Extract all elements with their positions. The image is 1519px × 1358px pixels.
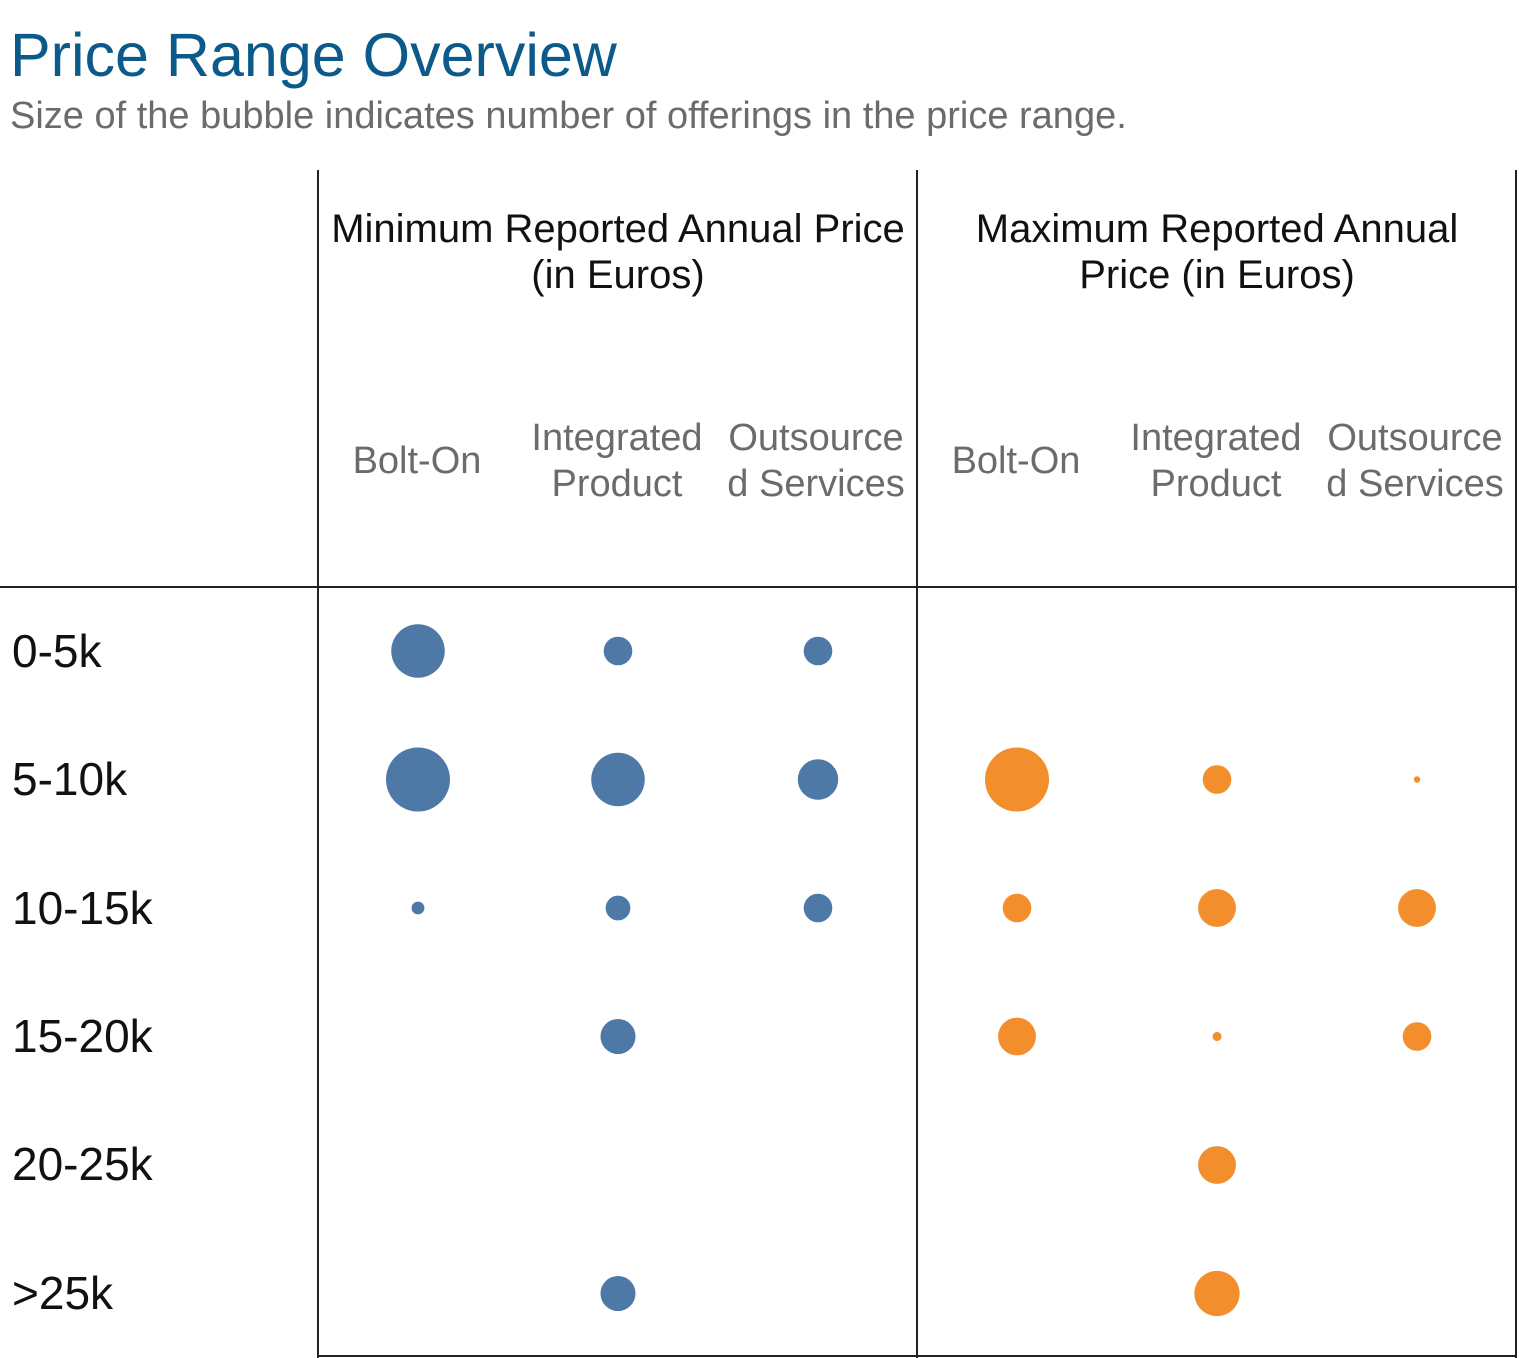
row-label: 0-5k bbox=[12, 625, 102, 677]
column-header-min-outsourced-services: Outsource d Services bbox=[717, 415, 915, 507]
group-header-line: Maximum Reported Annual bbox=[975, 207, 1459, 251]
bubble-max-col2-row2 bbox=[1398, 889, 1436, 927]
grid-line-left bbox=[317, 170, 319, 1358]
bubble-min-col1-row5 bbox=[600, 1275, 636, 1312]
bubble-min-col2-row2 bbox=[803, 893, 833, 923]
group-header-maximum: Maximum Reported Annual Price (in Euros) bbox=[919, 206, 1515, 298]
row-label: 15-20k bbox=[12, 1010, 153, 1062]
row-label: >25k bbox=[12, 1267, 114, 1319]
group-header-line: (in Euros) bbox=[531, 253, 705, 297]
bubble-max-col1-row3 bbox=[1212, 1031, 1222, 1042]
column-header-min-bolt-on: Bolt-On bbox=[318, 415, 516, 507]
column-header-line: d Services bbox=[727, 463, 905, 505]
column-header-line: Bolt-On bbox=[951, 440, 1081, 482]
bubble-min-col1-row1 bbox=[591, 752, 645, 807]
bubble-min-col0-row1 bbox=[386, 747, 450, 812]
bubble-max-col0-row3 bbox=[998, 1017, 1036, 1056]
row-label: 20-25k bbox=[12, 1138, 153, 1190]
group-header-line: Minimum Reported Annual Price bbox=[331, 207, 905, 251]
column-header-line: Outsource bbox=[728, 417, 904, 459]
column-header-line: Product bbox=[1150, 463, 1282, 505]
group-header-minimum: Minimum Reported Annual Price (in Euros) bbox=[320, 206, 916, 298]
bubble-max-col2-row3 bbox=[1402, 1022, 1432, 1051]
chart-subtitle: Size of the bubble indicates number of o… bbox=[10, 95, 1127, 137]
bubble-min-col0-row0 bbox=[391, 624, 445, 678]
column-header-max-bolt-on: Bolt-On bbox=[917, 415, 1115, 507]
bubble-max-col1-row2 bbox=[1198, 889, 1236, 927]
bubble-min-col1-row3 bbox=[600, 1018, 636, 1055]
header-divider bbox=[0, 586, 1517, 588]
bubble-max-col1-row4 bbox=[1198, 1146, 1236, 1184]
grid-line-right bbox=[1515, 170, 1517, 1358]
column-header-line: Integrated bbox=[1130, 417, 1302, 459]
bubble-min-col2-row0 bbox=[803, 636, 833, 666]
column-header-line: d Services bbox=[1326, 463, 1504, 505]
bubble-max-col0-row1 bbox=[985, 747, 1049, 812]
bubble-min-col1-row2 bbox=[605, 895, 631, 921]
column-header-max-integrated-product: Integrated Product bbox=[1117, 415, 1315, 507]
bubble-min-col0-row2 bbox=[411, 901, 425, 915]
column-header-line: Integrated bbox=[531, 417, 703, 459]
group-header-line: Price (in Euros) bbox=[1079, 253, 1355, 297]
bubble-max-col1-row1 bbox=[1202, 765, 1232, 794]
column-header-line: Bolt-On bbox=[352, 440, 482, 482]
bubble-min-col2-row1 bbox=[797, 759, 839, 800]
bottom-border bbox=[317, 1355, 1517, 1357]
row-label: 5-10k bbox=[12, 753, 128, 805]
column-header-min-integrated-product: Integrated Product bbox=[518, 415, 716, 507]
column-header-line: Outsource bbox=[1327, 417, 1503, 459]
bubble-max-col0-row2 bbox=[1002, 893, 1032, 923]
column-header-line: Product bbox=[551, 463, 683, 505]
bubble-max-col2-row1 bbox=[1413, 776, 1421, 783]
bubble-max-col1-row5 bbox=[1194, 1270, 1240, 1317]
grid-line-middle bbox=[916, 170, 918, 1358]
column-header-max-outsourced-services: Outsource d Services bbox=[1316, 415, 1514, 507]
bubble-min-col1-row0 bbox=[603, 636, 633, 666]
chart-title: Price Range Overview bbox=[10, 21, 617, 89]
row-label: 10-15k bbox=[12, 882, 153, 934]
